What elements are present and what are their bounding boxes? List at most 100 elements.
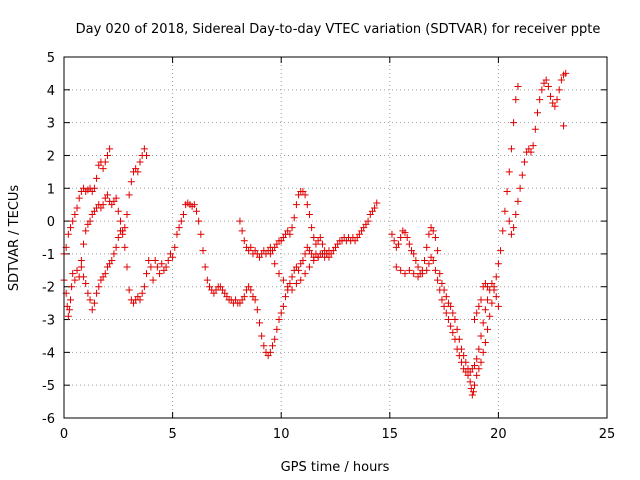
- data-point: [449, 329, 457, 337]
- data-point: [255, 319, 263, 327]
- data-point: [373, 199, 381, 207]
- data-point: [494, 260, 502, 268]
- data-point: [412, 256, 420, 264]
- data-point: [301, 250, 309, 258]
- data-point: [86, 296, 94, 304]
- x-tick-label: 5: [168, 427, 176, 442]
- data-point: [425, 260, 433, 268]
- data-point: [199, 247, 207, 255]
- data-point: [499, 227, 507, 235]
- data-point: [429, 227, 437, 235]
- x-tick-label: 10: [273, 427, 290, 442]
- data-point: [484, 325, 492, 333]
- data-point: [136, 296, 144, 304]
- data-point: [503, 188, 511, 196]
- data-point: [325, 253, 333, 261]
- y-tick-label: 1: [47, 182, 55, 197]
- data-point: [553, 96, 561, 104]
- x-tick-label: 15: [382, 427, 399, 442]
- data-point: [106, 145, 114, 153]
- data-point: [486, 312, 494, 320]
- data-point: [127, 178, 135, 186]
- data-point: [397, 266, 405, 274]
- data-point: [318, 250, 326, 258]
- data-point: [110, 250, 118, 258]
- data-point: [288, 273, 296, 281]
- data-point: [310, 234, 318, 241]
- data-point: [466, 378, 474, 386]
- data-point: [71, 276, 79, 284]
- data-point: [394, 240, 402, 248]
- data-point: [481, 339, 489, 347]
- data-point: [512, 96, 520, 104]
- data-point: [143, 151, 151, 159]
- x-tick-label: 25: [599, 427, 616, 442]
- data-point: [64, 230, 72, 238]
- data-point: [93, 289, 101, 297]
- data-point: [514, 197, 522, 205]
- data-point: [153, 263, 161, 271]
- data-point: [266, 250, 274, 258]
- data-point: [494, 302, 502, 310]
- data-point: [547, 92, 555, 100]
- data-point: [431, 266, 439, 274]
- data-point: [507, 230, 515, 238]
- data-point: [440, 286, 448, 294]
- data-point: [147, 263, 155, 271]
- data-point: [492, 293, 500, 301]
- data-point: [444, 316, 452, 324]
- data-point: [69, 217, 77, 225]
- data-point: [121, 243, 129, 251]
- chart-title: Day 020 of 2018, Sidereal Day-to-day VTE…: [76, 22, 601, 37]
- data-point: [471, 361, 479, 369]
- data-point: [64, 312, 72, 320]
- data-point: [557, 76, 565, 84]
- data-point: [318, 240, 326, 248]
- data-point: [286, 230, 294, 238]
- data-point: [125, 286, 133, 294]
- data-point: [414, 263, 422, 271]
- data-point: [457, 345, 465, 353]
- data-point: [140, 283, 148, 291]
- data-point: [516, 184, 524, 192]
- data-point: [99, 201, 107, 209]
- data-point: [71, 211, 79, 219]
- data-point: [67, 224, 75, 232]
- data-point: [179, 211, 187, 219]
- data-point: [112, 243, 120, 251]
- data-point: [473, 371, 481, 379]
- data-point: [95, 283, 103, 291]
- data-point: [423, 266, 431, 274]
- data-point: [405, 266, 413, 274]
- data-point: [177, 217, 185, 225]
- data-point: [431, 234, 439, 241]
- data-point: [65, 306, 73, 314]
- data-point: [190, 201, 198, 209]
- data-point: [538, 86, 546, 94]
- data-point: [501, 207, 509, 215]
- data-point: [279, 302, 287, 310]
- data-point: [477, 332, 485, 340]
- data-point: [299, 256, 307, 264]
- data-point: [421, 256, 429, 264]
- data-point: [238, 227, 246, 235]
- data-point: [434, 276, 442, 284]
- data-point: [438, 279, 446, 287]
- data-point: [484, 283, 492, 291]
- data-point: [560, 122, 568, 130]
- data-point: [75, 194, 83, 202]
- data-point: [151, 256, 159, 264]
- data-point: [253, 306, 261, 314]
- y-tick-label: 4: [47, 84, 55, 99]
- data-point: [290, 214, 298, 222]
- data-point: [512, 211, 520, 219]
- data-point: [192, 207, 200, 215]
- data-point: [82, 227, 90, 235]
- data-point: [86, 217, 94, 225]
- data-point: [271, 260, 279, 268]
- data-point: [269, 342, 277, 350]
- data-point: [121, 224, 129, 232]
- data-point: [125, 191, 133, 199]
- data-point: [101, 158, 109, 166]
- data-point: [197, 230, 205, 238]
